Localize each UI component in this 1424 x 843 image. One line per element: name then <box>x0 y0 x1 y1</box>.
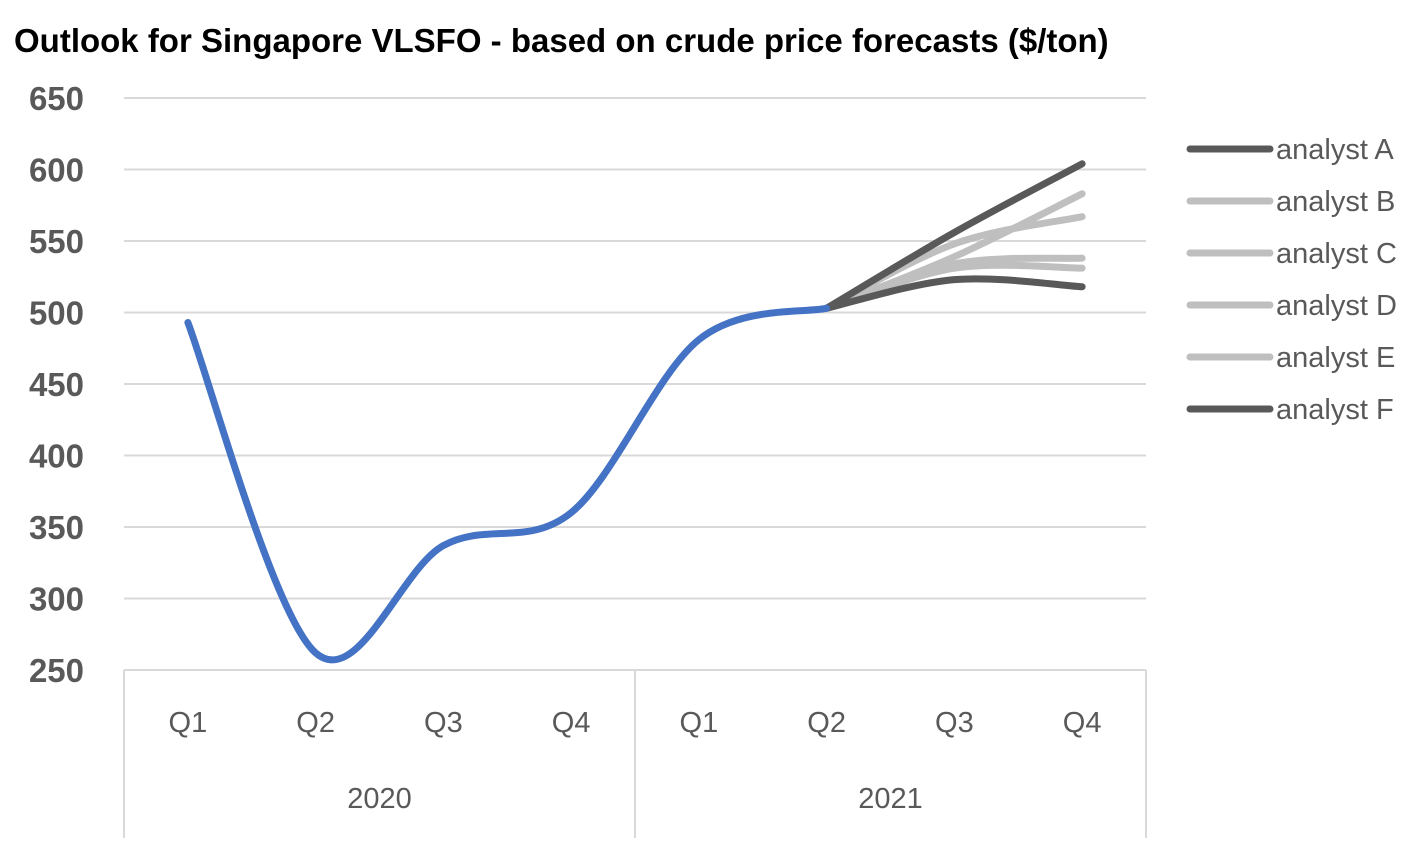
legend-label: analyst A <box>1276 134 1394 166</box>
y-tick-label: 250 <box>29 652 84 689</box>
legend-label: analyst F <box>1276 394 1394 426</box>
x-tick-label: Q3 <box>424 707 463 739</box>
x-tick-label: Q3 <box>935 707 974 739</box>
chart-title: Outlook for Singapore VLSFO - based on c… <box>14 22 1109 59</box>
series-line-analyst-F <box>823 275 1086 312</box>
legend-label: analyst D <box>1276 290 1397 322</box>
y-tick-label: 400 <box>29 438 84 475</box>
x-tick-label: Q1 <box>680 707 719 739</box>
legend-label: analyst B <box>1276 186 1395 218</box>
y-tick-label: 450 <box>29 366 84 403</box>
legend-label: analyst C <box>1276 238 1397 270</box>
legend-label: analyst E <box>1276 342 1395 374</box>
group-label: 2021 <box>858 783 923 815</box>
x-tick-label: Q4 <box>1063 707 1102 739</box>
series-line-analyst-A <box>823 160 1086 312</box>
y-tick-label: 550 <box>29 223 84 260</box>
y-tick-label: 650 <box>29 80 84 117</box>
series-line <box>184 304 831 664</box>
group-label: 2020 <box>347 783 412 815</box>
x-tick-label: Q2 <box>807 707 846 739</box>
x-tick-label: Q1 <box>169 707 208 739</box>
y-tick-label: 350 <box>29 509 84 546</box>
y-tick-label: 300 <box>29 581 84 618</box>
y-tick-label: 600 <box>29 152 84 189</box>
x-tick-label: Q4 <box>552 707 591 739</box>
x-tick-label: Q2 <box>296 707 335 739</box>
y-tick-label: 500 <box>29 295 84 332</box>
